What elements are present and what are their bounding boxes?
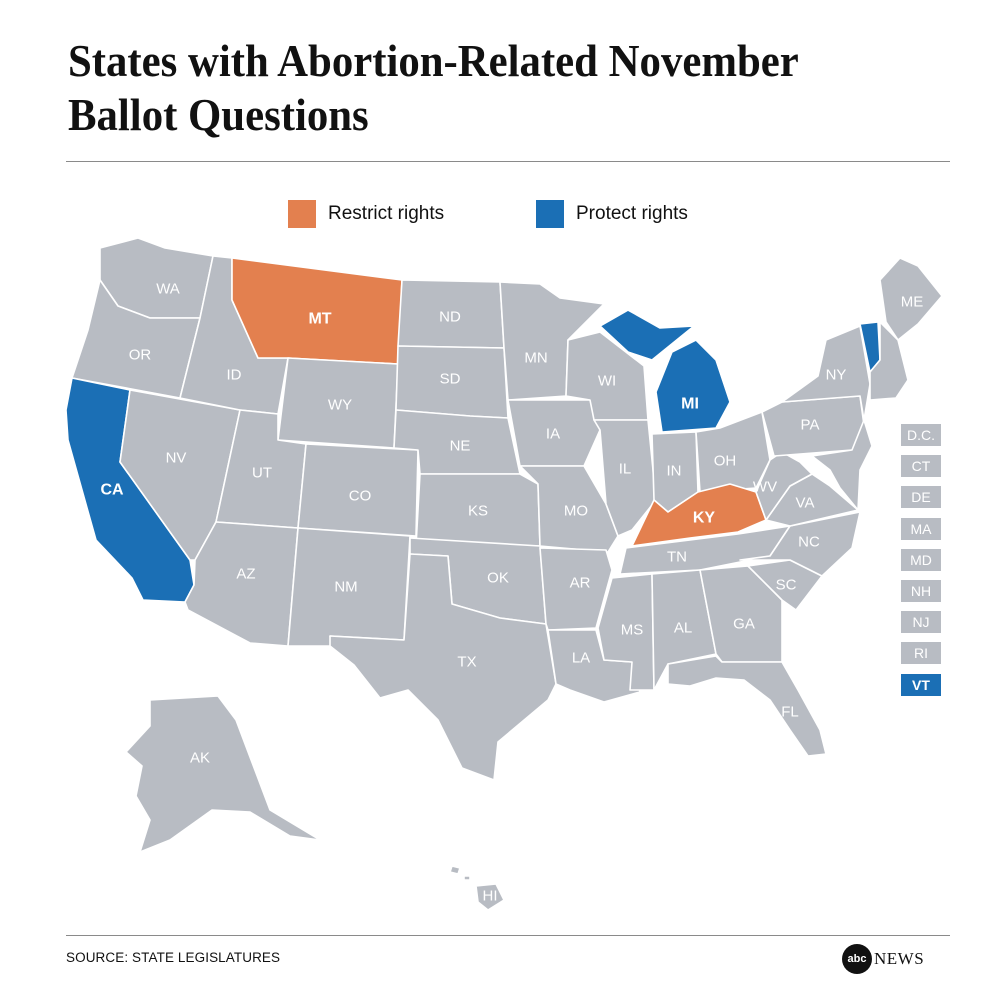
- label-mo: MO: [564, 503, 588, 520]
- label-ca: CA: [100, 482, 124, 499]
- label-mi: MI: [681, 396, 699, 413]
- small-state-ri[interactable]: RI: [901, 642, 941, 665]
- label-ks: KS: [468, 503, 488, 520]
- state-ny[interactable]: [781, 325, 871, 421]
- small-state-dc[interactable]: D.C.: [901, 424, 941, 446]
- label-tn: TN: [667, 549, 687, 566]
- state-il[interactable]: [593, 419, 657, 537]
- legend-label-restrict: Restrict rights: [328, 203, 445, 224]
- label-wv: WV: [753, 479, 777, 496]
- page-title: States with Abortion-Related November Ba…: [68, 35, 798, 140]
- label-nc: NC: [798, 534, 820, 551]
- small-state-de[interactable]: DE: [901, 486, 941, 509]
- state-la[interactable]: [547, 629, 641, 703]
- state-mi[interactable]: [599, 309, 731, 433]
- state-nc[interactable]: [739, 511, 861, 577]
- news-wordmark: NEWS: [874, 949, 925, 968]
- small-state-ma[interactable]: MA: [901, 517, 941, 540]
- state-sc[interactable]: [747, 559, 823, 611]
- label-in: IN: [667, 463, 682, 480]
- small-state-ct[interactable]: CT: [901, 455, 941, 478]
- label-tx: TX: [457, 654, 476, 671]
- label-ny: NY: [826, 367, 847, 384]
- state-tn[interactable]: [619, 525, 791, 575]
- legend-item-protect: Protect rights: [536, 200, 688, 228]
- label-wy: WY: [328, 397, 352, 414]
- label-sc: SC: [776, 577, 797, 594]
- small-state-nj[interactable]: NJ: [901, 611, 941, 634]
- label-ok: OK: [487, 570, 509, 587]
- abc-logo-mark: abc: [842, 944, 872, 974]
- state-al[interactable]: [651, 569, 717, 691]
- label-fl: FL: [781, 704, 799, 721]
- label-mn: MN: [524, 350, 547, 367]
- small-state-vt[interactable]: VT: [901, 673, 941, 696]
- small-state-nh[interactable]: NH: [901, 579, 941, 602]
- label-wi: WI: [598, 373, 616, 390]
- label-mt: MT: [308, 311, 331, 328]
- label-va: VA: [796, 495, 815, 512]
- label-nv: NV: [166, 450, 187, 467]
- label-ut: UT: [252, 465, 272, 482]
- label-oh: OH: [714, 453, 737, 470]
- legend-swatch-protect: [536, 200, 564, 228]
- legend-swatch-restrict: [288, 200, 316, 228]
- label-ms: MS: [621, 622, 644, 639]
- label-il: IL: [619, 461, 632, 478]
- state-ky[interactable]: [631, 483, 767, 547]
- state-ak[interactable]: [125, 695, 321, 853]
- state-mid-atlantic-small[interactable]: [811, 419, 873, 511]
- state-ar[interactable]: [539, 547, 613, 631]
- label-nd: ND: [439, 309, 461, 326]
- state-ia[interactable]: [507, 399, 601, 467]
- label-pa: PA: [801, 417, 820, 434]
- legend-item-restrict: Restrict rights: [288, 200, 444, 228]
- legend-label-protect: Protect rights: [576, 203, 688, 224]
- label-sd: SD: [440, 371, 461, 388]
- source-note: SOURCE: STATE LEGISLATURES: [66, 950, 281, 965]
- label-or: OR: [129, 347, 152, 364]
- label-wa: WA: [156, 281, 180, 298]
- state-mo[interactable]: [519, 465, 619, 553]
- label-ky: KY: [693, 510, 716, 527]
- state-new-england-small[interactable]: [869, 321, 909, 401]
- label-az: AZ: [236, 566, 255, 583]
- label-ne: NE: [450, 438, 471, 455]
- label-id: ID: [227, 367, 242, 384]
- label-nm: NM: [334, 579, 357, 596]
- label-la: LA: [572, 650, 590, 667]
- label-hi: HI: [483, 888, 498, 905]
- label-ar: AR: [570, 575, 591, 592]
- state-hi[interactable]: [449, 865, 505, 911]
- state-wv[interactable]: [755, 451, 813, 521]
- state-tx[interactable]: [329, 553, 557, 781]
- small-states-list: D.C. CT DE MA MD NH NJ RI VT: [901, 424, 941, 705]
- state-me[interactable]: [879, 257, 943, 341]
- label-ga: GA: [733, 616, 755, 633]
- top-divider: [66, 161, 950, 162]
- label-me: ME: [901, 294, 924, 311]
- state-fl[interactable]: [667, 655, 827, 757]
- label-al: AL: [674, 620, 692, 637]
- label-ia: IA: [546, 426, 560, 443]
- label-ak: AK: [190, 750, 210, 767]
- small-state-md[interactable]: MD: [901, 548, 941, 571]
- label-co: CO: [349, 488, 372, 505]
- bottom-divider: [66, 935, 950, 936]
- abc-news-logo: abc NEWS: [842, 944, 924, 974]
